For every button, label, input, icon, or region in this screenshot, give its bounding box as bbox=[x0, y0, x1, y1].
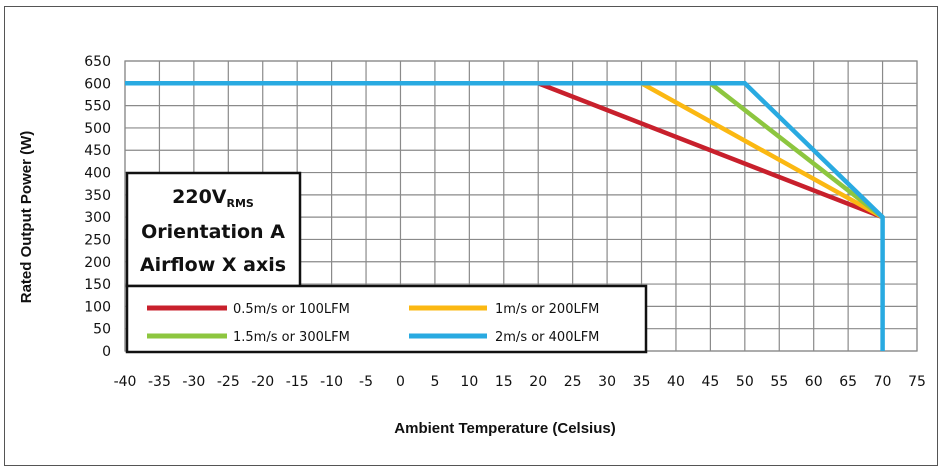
x-tick-label-10: 10 bbox=[460, 374, 478, 390]
y-axis-title: Rated Output Power (W) bbox=[18, 131, 35, 304]
x-tick-label-21: 65 bbox=[839, 374, 857, 390]
y-tick-label-8: 400 bbox=[84, 166, 111, 182]
y-tick-labels: 0 50 100 150 200 250 300 350 400 450 500 550 600 650 bbox=[84, 54, 111, 360]
x-tick-label-3: -25 bbox=[217, 374, 240, 390]
condition-voltage-main: 220V bbox=[172, 186, 227, 208]
legend-label-0: 0.5m/s or 100LFM bbox=[233, 302, 350, 317]
x-tick-label-7: -5 bbox=[359, 374, 373, 390]
y-tick-label-13: 650 bbox=[84, 54, 111, 70]
x-tick-label-8: 0 bbox=[396, 374, 405, 390]
condition-voltage-sub: RMS bbox=[227, 197, 254, 210]
x-tick-label-16: 40 bbox=[667, 374, 685, 390]
x-tick-label-2: -30 bbox=[182, 374, 205, 390]
y-tick-label-7: 350 bbox=[84, 188, 111, 204]
x-tick-label-19: 55 bbox=[770, 374, 788, 390]
x-tick-label-15: 35 bbox=[633, 374, 651, 390]
series-line-3 bbox=[125, 81, 885, 351]
legend: 0.5m/s or 100LFM 1m/s or 200LFM 1.5m/s or … bbox=[125, 284, 648, 354]
x-tick-labels: -40 -35 -30 -25 -20 -15 -10 -5 0 5 10 15 20 25 30 35 40 4… bbox=[114, 374, 926, 390]
x-tick-label-4: -20 bbox=[251, 374, 274, 390]
series-lines bbox=[125, 81, 885, 351]
legend-label-3: 2m/s or 400LFM bbox=[495, 330, 599, 345]
x-tick-label-9: 5 bbox=[430, 374, 439, 390]
derating-chart: -40 -35 -30 -25 -20 -15 -10 -5 0 5 10 15 20 25 30 35 40 4… bbox=[18, 54, 926, 437]
y-tick-label-6: 300 bbox=[84, 210, 111, 226]
condition-box: 220VRMS Orientation A Airflow X axis bbox=[125, 171, 302, 288]
x-tick-label-18: 50 bbox=[736, 374, 754, 390]
x-tick-label-12: 20 bbox=[529, 374, 547, 390]
x-tick-label-13: 25 bbox=[564, 374, 582, 390]
condition-orientation: Orientation A bbox=[141, 221, 285, 243]
y-tick-label-10: 500 bbox=[84, 121, 111, 137]
chart-frame: -40 -35 -30 -25 -20 -15 -10 -5 0 5 10 15 20 25 30 35 40 4… bbox=[4, 6, 938, 466]
condition-voltage: 220VRMS bbox=[172, 186, 254, 210]
condition-airflow: Airflow X axis bbox=[140, 254, 286, 276]
y-tick-label-9: 450 bbox=[84, 143, 111, 159]
x-axis-title: Ambient Temperature (Celsius) bbox=[394, 420, 615, 437]
y-tick-label-0: 0 bbox=[102, 344, 111, 360]
y-tick-label-4: 200 bbox=[84, 255, 111, 271]
y-tick-label-3: 150 bbox=[84, 277, 111, 293]
x-tick-label-5: -15 bbox=[286, 374, 309, 390]
x-tick-label-11: 15 bbox=[495, 374, 513, 390]
y-tick-label-12: 600 bbox=[84, 76, 111, 92]
x-tick-label-14: 30 bbox=[598, 374, 616, 390]
x-tick-label-6: -10 bbox=[320, 374, 343, 390]
x-tick-label-0: -40 bbox=[114, 374, 137, 390]
x-tick-label-22: 70 bbox=[874, 374, 892, 390]
y-tick-label-2: 100 bbox=[84, 299, 111, 315]
legend-border bbox=[125, 284, 648, 354]
legend-label-2: 1.5m/s or 300LFM bbox=[233, 330, 350, 345]
x-tick-label-17: 45 bbox=[701, 374, 719, 390]
x-tick-label-20: 60 bbox=[805, 374, 823, 390]
y-tick-label-5: 250 bbox=[84, 232, 111, 248]
y-tick-label-1: 50 bbox=[93, 322, 111, 338]
x-tick-label-23: 75 bbox=[908, 374, 926, 390]
x-tick-label-1: -35 bbox=[148, 374, 171, 390]
legend-label-1: 1m/s or 200LFM bbox=[495, 302, 599, 317]
y-tick-label-11: 550 bbox=[84, 99, 111, 115]
